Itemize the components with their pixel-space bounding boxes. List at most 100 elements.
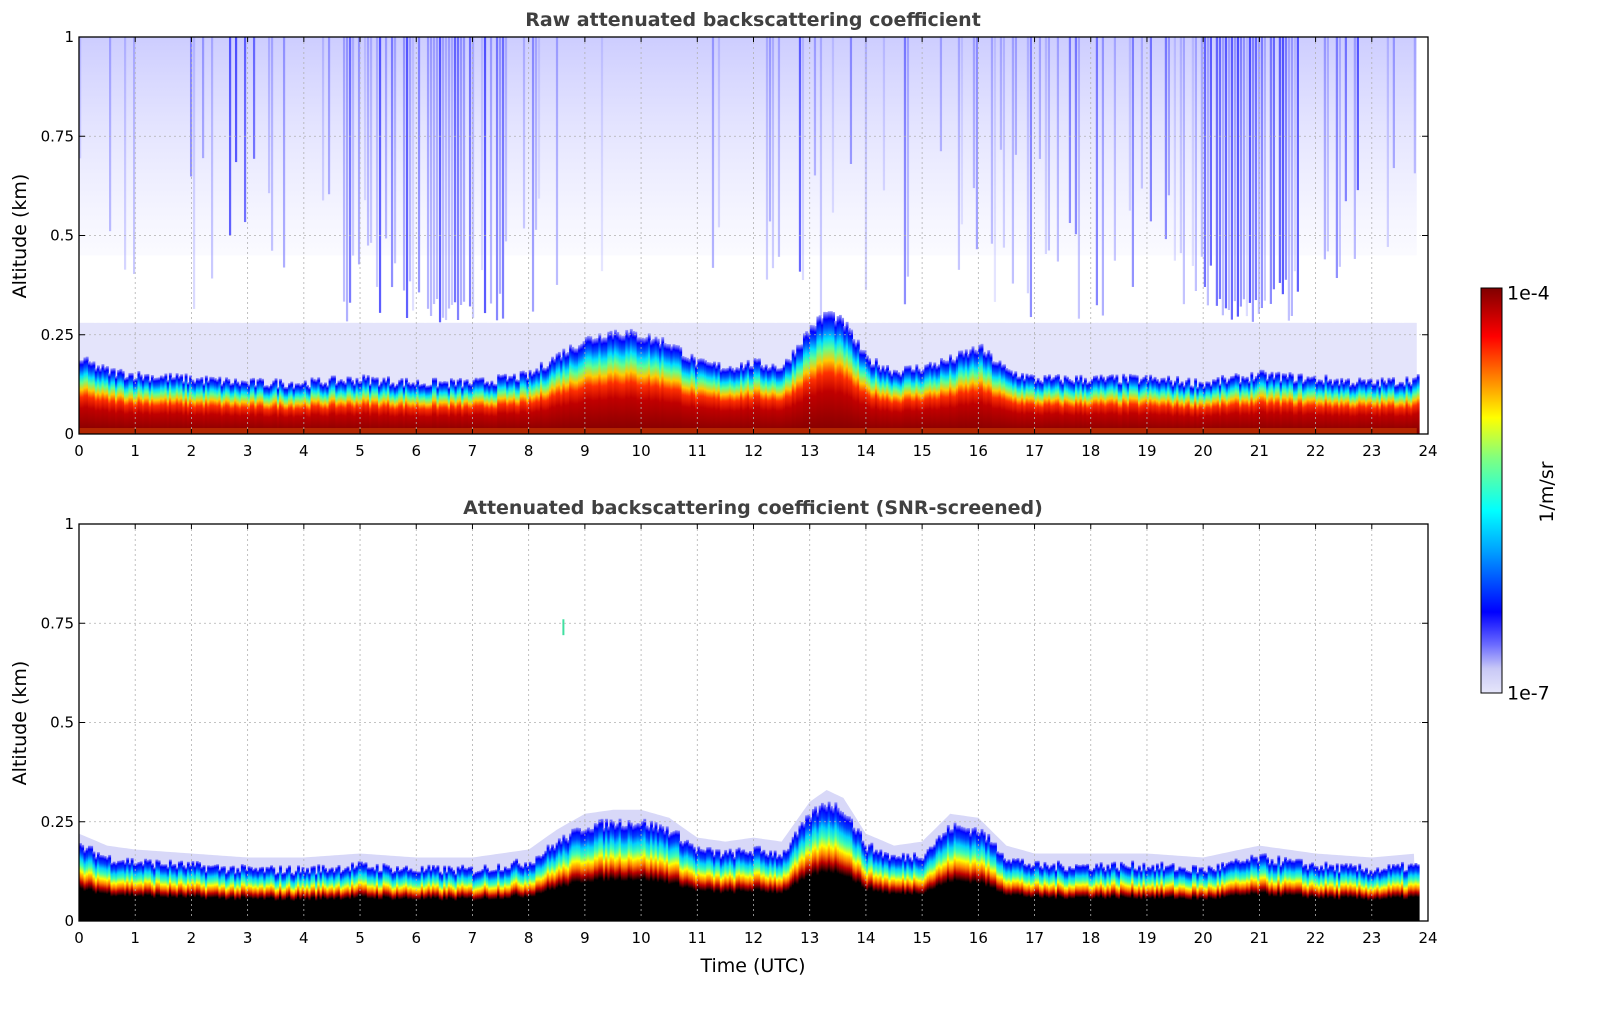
boundary-layer-column <box>746 852 750 921</box>
boundary-layer-column <box>731 851 734 921</box>
boundary-layer-column <box>1050 865 1054 921</box>
boundary-layer-column <box>1340 377 1344 434</box>
boundary-layer-column <box>1227 378 1231 434</box>
boundary-layer-column <box>915 856 919 921</box>
boundary-layer-column <box>706 847 710 921</box>
boundary-layer-column <box>890 373 894 434</box>
boundary-layer-column <box>1018 860 1022 921</box>
boundary-layer-column <box>452 379 456 434</box>
y-tick-label: 0.25 <box>41 326 74 344</box>
boundary-layer-column <box>578 828 581 921</box>
boundary-layer-column <box>1084 864 1087 921</box>
boundary-layer-column <box>393 870 397 921</box>
boundary-layer-column <box>755 358 759 434</box>
boundary-layer-column <box>596 823 599 921</box>
boundary-layer-column <box>357 381 361 434</box>
y-tick-label: 1 <box>64 515 74 533</box>
boundary-layer-column <box>634 824 638 921</box>
boundary-layer-column <box>324 867 327 921</box>
boundary-layer-column <box>1347 866 1350 921</box>
boundary-layer-column <box>164 373 168 434</box>
boundary-layer-column <box>265 385 269 434</box>
boundary-layer-column <box>1389 867 1393 921</box>
boundary-layer-column <box>189 865 193 921</box>
x-tick-label: 16 <box>969 442 988 460</box>
boundary-layer-column <box>375 377 379 434</box>
boundary-layer-column <box>1009 861 1013 921</box>
boundary-layer-column <box>461 386 465 434</box>
boundary-layer-column <box>668 834 671 921</box>
boundary-layer-column <box>524 372 528 434</box>
boundary-layer-column <box>1045 376 1049 434</box>
boundary-layer-column <box>198 378 202 434</box>
boundary-layer-column <box>488 871 492 921</box>
boundary-layer-column <box>1392 864 1395 921</box>
boundary-layer-column <box>312 865 316 921</box>
boundary-layer-column <box>290 381 294 434</box>
boundary-layer-column <box>342 869 345 921</box>
boundary-layer-column <box>1009 370 1013 434</box>
boundary-layer-column <box>112 861 116 921</box>
boundary-layer-column <box>481 377 485 434</box>
boundary-layer-column <box>1032 374 1036 434</box>
boundary-layer-column <box>1234 373 1238 434</box>
boundary-layer-column <box>906 853 910 921</box>
boundary-layer-column <box>802 823 806 921</box>
boundary-layer-column <box>643 338 647 434</box>
boundary-layer-column <box>1275 863 1278 921</box>
boundary-layer-column <box>668 344 671 434</box>
boundary-layer-column <box>202 383 206 434</box>
boundary-layer-column <box>416 871 420 921</box>
boundary-layer-column <box>369 383 372 434</box>
boundary-layer-column <box>836 316 840 434</box>
boundary-layer-column <box>787 848 791 921</box>
boundary-layer-column <box>1297 373 1301 434</box>
boundary-layer-column <box>587 335 590 434</box>
boundary-layer-column <box>715 365 719 434</box>
boundary-layer-column <box>735 367 739 434</box>
boundary-layer-column <box>650 820 653 921</box>
boundary-layer-column <box>931 846 934 921</box>
x-tick-label: 12 <box>744 442 763 460</box>
boundary-layer-column <box>454 384 458 434</box>
boundary-layer-column <box>555 353 559 434</box>
x-tick-label: 11 <box>688 442 707 460</box>
boundary-layer-column <box>1023 863 1027 921</box>
boundary-layer-column <box>1279 864 1283 921</box>
boundary-layer-column <box>279 378 282 434</box>
boundary-layer-column <box>180 860 184 921</box>
boundary-layer-column <box>1344 863 1348 921</box>
boundary-layer-column <box>321 864 325 921</box>
boundary-layer-column <box>926 363 930 434</box>
boundary-layer-column <box>211 865 215 921</box>
boundary-layer-column <box>701 849 705 921</box>
boundary-layer-column <box>207 380 211 434</box>
boundary-layer-column <box>1333 379 1337 434</box>
boundary-layer-column <box>978 832 982 921</box>
boundary-layer-column <box>1090 378 1094 434</box>
boundary-layer-column <box>81 844 85 921</box>
boundary-layer-column <box>991 842 995 921</box>
boundary-layer-column <box>492 869 496 921</box>
boundary-layer-column <box>854 831 858 921</box>
boundary-layer-column <box>1185 870 1189 921</box>
boundary-layer-column <box>1286 376 1290 434</box>
boundary-layer-column <box>1380 869 1384 921</box>
boundary-layer-column <box>663 343 667 434</box>
boundary-layer-column <box>479 870 483 921</box>
boundary-layer-column <box>1151 378 1155 434</box>
boundary-layer-column <box>1304 863 1308 921</box>
boundary-layer-column <box>841 811 845 921</box>
boundary-layer-column <box>944 832 948 921</box>
boundary-layer-column <box>710 849 714 921</box>
boundary-layer-column <box>265 866 269 921</box>
boundary-layer-column <box>654 336 658 434</box>
boundary-layer-column <box>1362 870 1366 921</box>
boundary-layer-column <box>1097 866 1101 921</box>
boundary-layer-column <box>1041 867 1045 921</box>
boundary-layer-column <box>850 329 854 434</box>
boundary-layer-column <box>695 851 698 921</box>
boundary-layer-column <box>537 855 541 921</box>
boundary-layer-column <box>789 842 793 921</box>
boundary-layer-column <box>827 311 831 434</box>
